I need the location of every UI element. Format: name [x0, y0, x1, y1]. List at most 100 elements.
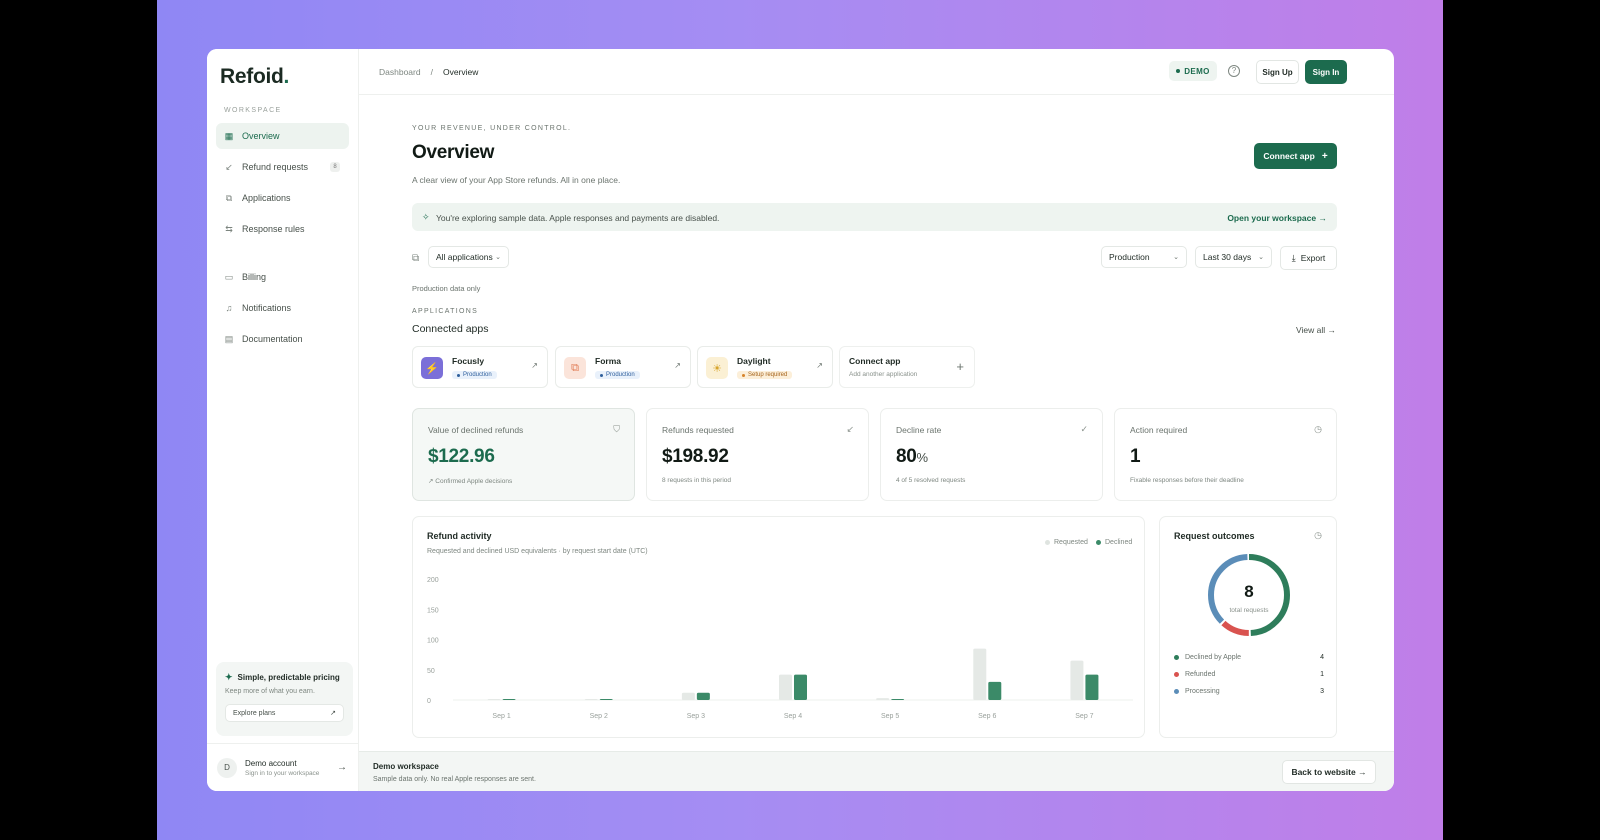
sidebar-item-label: Applications [242, 193, 291, 203]
pricing-title: Simple, predictable pricing [237, 673, 340, 682]
card-icon: ▭ [224, 271, 234, 282]
date-range-select[interactable]: Last 30 days ⌄ [1195, 246, 1272, 268]
daylight-icon: ☀ [706, 357, 728, 379]
sign-up-button[interactable]: Sign Up [1256, 60, 1299, 84]
account-switcher[interactable]: D Demo account Sign in to your workspace… [207, 743, 359, 791]
connect-app-button[interactable]: Connect app + [1254, 143, 1337, 169]
open-workspace-link[interactable]: Open your workspace → [1227, 213, 1327, 223]
donut-slice-declined-by-apple[interactable] [1208, 554, 1290, 636]
bar-requested-sep-2[interactable] [584, 699, 598, 700]
sidebar-item-label: Notifications [242, 303, 292, 313]
app-card-forma[interactable]: ⧉ Forma Production ↗ [555, 346, 691, 388]
x-tick-label: Sep 2 [590, 713, 608, 720]
sidebar-item-applications[interactable]: ⧉ Applications [216, 185, 349, 211]
sidebar-item-billing[interactable]: ▭ Billing [216, 264, 349, 290]
y-tick-label: 50 [427, 668, 435, 675]
sliders-icon: ⇆ [225, 223, 233, 234]
sidebar-item-notifications[interactable]: ♫ Notifications [216, 295, 349, 321]
sidebar-item-documentation[interactable]: ▤ Documentation [216, 326, 349, 352]
app-card-daylight[interactable]: ☀ Daylight Setup required ↗ [697, 346, 833, 388]
document-icon: ▤ [224, 333, 234, 344]
sidebar-item-label: Documentation [242, 334, 303, 344]
shield-check-icon: ⛉ [613, 424, 620, 434]
outcome-processing: Processing 3 [1174, 685, 1324, 697]
chevron-down-icon: ⌄ [1173, 254, 1179, 261]
breadcrumb-dashboard[interactable]: Dashboard [379, 67, 421, 77]
sidebar-item-label: Overview [242, 131, 280, 141]
bar-requested-sep-3[interactable] [681, 692, 695, 700]
applications-eyebrow: APPLICATIONS [412, 308, 479, 315]
explore-plans-button[interactable]: Explore plans ↗ [225, 704, 344, 722]
export-button[interactable]: ⤓ Export [1280, 246, 1337, 270]
outcome-declined: Declined by Apple 4 [1174, 651, 1324, 663]
check-icon: ✓ [1080, 424, 1088, 434]
y-tick-label: 100 [427, 638, 439, 645]
arrow-right-icon: → [1358, 767, 1367, 777]
footer-subtitle: Sample data only. No real Apple response… [373, 776, 536, 783]
sidebar-item-label: Response rules [242, 224, 305, 234]
account-name: Demo account [245, 758, 297, 768]
pricing-card: ✦ Simple, predictable pricing Keep more o… [216, 662, 353, 736]
bar-requested-sep-5[interactable] [876, 698, 890, 700]
status-badge: Setup required [737, 371, 793, 379]
bar-declined-sep-5[interactable] [891, 699, 905, 700]
y-tick-label: 0 [427, 698, 431, 705]
focusly-icon: ⚡ [421, 357, 443, 379]
stat-decline-rate: Decline rate ✓ 80% 4 of 5 resolved reque… [880, 408, 1103, 501]
outcomes-title: Request outcomes [1174, 531, 1255, 541]
bar-requested-sep-4[interactable] [779, 674, 792, 700]
explore-plans-label: Explore plans [233, 709, 276, 717]
x-tick-label: Sep 7 [1075, 713, 1093, 720]
arrow-down-left-icon: ↙ [225, 161, 233, 172]
sign-in-button[interactable]: Sign In [1305, 60, 1347, 84]
bar-declined-sep-3[interactable] [696, 692, 710, 700]
page-description: A clear view of your App Store refunds. … [412, 175, 621, 185]
donut-total-label: total requests [1229, 607, 1269, 614]
plus-icon: + [1321, 150, 1328, 162]
stat-refunds-requested: Refunds requested ↙ $198.92 8 requests i… [646, 408, 869, 501]
arrow-up-right-icon: ↗ [330, 710, 336, 717]
breadcrumb: Dashboard / Overview [379, 67, 479, 77]
connect-app-title: Connect app [849, 356, 901, 366]
sidebar-item-overview[interactable]: ▦ Overview [216, 123, 349, 149]
breadcrumb-current: Overview [442, 67, 479, 77]
view-all-link[interactable]: View all → [1296, 325, 1337, 335]
banner-text: You're exploring sample data. Apple resp… [436, 213, 720, 223]
sidebar-item-refund-requests[interactable]: ↙ Refund requests 8 [216, 154, 349, 180]
stat-value: 80% [896, 446, 928, 467]
stat-action-required: Action required ◷ 1 Fixable responses be… [1114, 408, 1337, 501]
refund-count-badge: 8 [330, 162, 340, 172]
pricing-subtitle: Keep more of what you earn. [225, 688, 315, 695]
outcome-refunded: Refunded 1 [1174, 668, 1324, 680]
environment-select[interactable]: Production ⌄ [1101, 246, 1187, 268]
back-to-website-button[interactable]: Back to website → [1282, 760, 1376, 784]
clock-icon: ◷ [1314, 424, 1322, 434]
bar-declined-sep-1[interactable] [502, 699, 516, 700]
help-icon[interactable]: ? [1228, 65, 1240, 77]
stat-value: 1 [1130, 446, 1141, 467]
stat-value: $122.96 [428, 446, 495, 467]
refund-activity-card: Refund activity Requested and declined U… [412, 516, 1145, 738]
bar-declined-sep-6[interactable] [988, 681, 1002, 700]
status-badge: Production [595, 371, 640, 379]
bar-requested-sep-6[interactable] [973, 648, 987, 700]
donut-slice-processing[interactable] [1208, 554, 1290, 636]
status-badge: Production [452, 371, 497, 379]
bar-requested-sep-1[interactable] [487, 699, 501, 700]
grid-icon: ▦ [224, 130, 234, 141]
bar-declined-sep-4[interactable] [794, 674, 807, 700]
demo-footer: Demo workspace Sample data only. No real… [359, 751, 1394, 791]
bell-icon: ♫ [225, 303, 233, 313]
chart-title: Refund activity [427, 531, 492, 541]
sidebar-item-response-rules[interactable]: ⇆ Response rules [216, 216, 349, 242]
app-card-focusly[interactable]: ⚡ Focusly Production ↗ [412, 346, 548, 388]
bar-requested-sep-7[interactable] [1070, 660, 1084, 700]
production-note: Production data only [412, 284, 481, 293]
applications-select[interactable]: All applications ⌄ [428, 246, 509, 268]
topbar: Dashboard / Overview DEMO ? Sign Up Sign I… [359, 49, 1394, 95]
connect-app-card[interactable]: Connect app Add another application + [839, 346, 975, 388]
brand-logo[interactable]: Refoid. [220, 65, 290, 88]
bar-declined-sep-2[interactable] [599, 699, 613, 700]
workspace-section-label: WORKSPACE [224, 107, 282, 114]
bar-declined-sep-7[interactable] [1085, 674, 1099, 700]
